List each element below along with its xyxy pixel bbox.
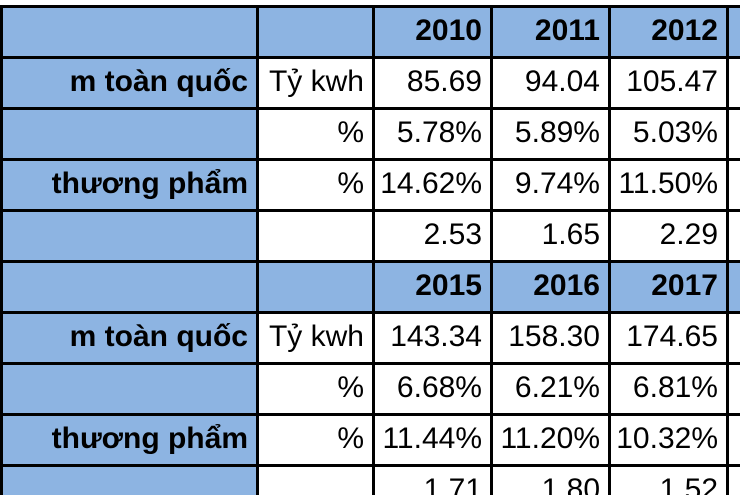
table-row: % 6.68% 6.21% 6.81% [0,362,740,416]
table-row: 1.71 1.80 1.52 [0,464,740,495]
table-row: m toàn quốc Tỷ kwh 143.34 158.30 174.65 [0,311,740,365]
unit-cell: % [256,362,375,416]
value-cell: 1.71 [372,464,493,495]
value-cell: 1.65 [490,209,611,263]
value-cell: 10.32% [608,413,729,467]
value-cell: 174.65 [608,311,729,365]
value-cell: 6.68% [372,362,493,416]
unit-cell: % [256,107,375,161]
value-cell: 6.21% [490,362,611,416]
unit-cell: % [256,158,375,212]
year-header-cell: 2017 [608,260,729,314]
truncated-column-cell [726,362,740,416]
truncated-column-cell [726,464,740,495]
value-cell: 11.44% [372,413,493,467]
table-row: 2.53 1.65 2.29 [0,209,740,263]
truncated-column-cell [726,209,740,263]
value-cell: 158.30 [490,311,611,365]
truncated-column-cell [726,56,740,110]
year-header-cell: 2016 [490,260,611,314]
value-cell: 9.74% [490,158,611,212]
value-cell: 5.89% [490,107,611,161]
corner-cell [0,260,259,314]
value-cell: 11.50% [608,158,729,212]
value-cell: 2.29 [608,209,729,263]
header-row-block1: 2010 2011 2012 [0,5,740,59]
value-cell: 5.03% [608,107,729,161]
row-label-cell [0,209,259,263]
unit-cell [256,209,375,263]
value-cell: 11.20% [490,413,611,467]
unit-cell: % [256,413,375,467]
year-header-cell: 2015 [372,260,493,314]
year-header-cell: 2010 [372,5,493,59]
table-row: thương phẩm % 14.62% 9.74% 11.50% [0,158,740,212]
year-header-cell: 2012 [608,5,729,59]
value-cell: 1.52 [608,464,729,495]
value-cell: 94.04 [490,56,611,110]
value-cell: 2.53 [372,209,493,263]
row-label-cell: m toàn quốc [0,56,259,110]
unit-cell: Tỷ kwh [256,311,375,365]
truncated-column-cell [726,158,740,212]
truncated-column-cell [726,5,740,59]
value-cell: 6.81% [608,362,729,416]
truncated-column-cell [726,260,740,314]
row-label-cell [0,107,259,161]
truncated-column-cell [726,413,740,467]
table-row: % 5.78% 5.89% 5.03% [0,107,740,161]
value-cell: 14.62% [372,158,493,212]
table-row: thương phẩm % 11.44% 11.20% 10.32% [0,413,740,467]
value-cell: 5.78% [372,107,493,161]
unit-cell: Tỷ kwh [256,56,375,110]
value-cell: 1.80 [490,464,611,495]
row-label-cell: thương phẩm [0,413,259,467]
header-row-block2: 2015 2016 2017 [0,260,740,314]
unit-header-cell [256,5,375,59]
unit-header-cell [256,260,375,314]
value-cell: 143.34 [372,311,493,365]
truncated-column-cell [726,107,740,161]
row-label-cell: m toàn quốc [0,311,259,365]
year-header-cell: 2011 [490,5,611,59]
value-cell: 85.69 [372,56,493,110]
value-cell: 105.47 [608,56,729,110]
unit-cell [256,464,375,495]
corner-cell [0,5,259,59]
row-label-cell [0,464,259,495]
table-row: m toàn quốc Tỷ kwh 85.69 94.04 105.47 [0,56,740,110]
truncated-column-cell [726,311,740,365]
data-table: 2010 2011 2012 m toàn quốc Tỷ kwh 85.69 … [0,5,740,495]
row-label-cell [0,362,259,416]
row-label-cell: thương phẩm [0,158,259,212]
